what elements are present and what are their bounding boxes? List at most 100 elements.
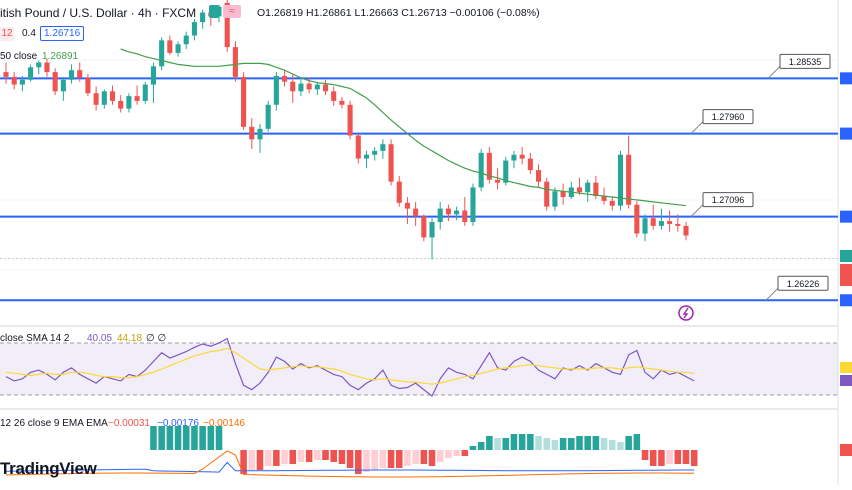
candle-body[interactable] — [683, 225, 689, 236]
candle-body[interactable] — [535, 170, 542, 182]
candle-body[interactable] — [396, 181, 402, 203]
candle-body[interactable] — [478, 152, 484, 188]
candle-body[interactable] — [552, 191, 558, 207]
level-label-box[interactable] — [779, 53, 831, 69]
candle-body[interactable] — [560, 191, 566, 198]
candle-body[interactable] — [314, 84, 320, 90]
candle-body[interactable] — [224, 2, 230, 48]
candle-body[interactable] — [191, 22, 197, 36]
candle-body[interactable] — [36, 62, 42, 68]
candle-body[interactable] — [142, 84, 148, 101]
candle-body[interactable] — [413, 208, 419, 217]
candle-body[interactable] — [60, 79, 66, 92]
ohlc-values: O1.26819 H1.26861 L1.26663 C1.26713 −0.0… — [257, 7, 540, 19]
macd-hist-bar — [551, 440, 559, 450]
candle-body[interactable] — [69, 70, 75, 80]
candle-body[interactable] — [650, 218, 656, 226]
candle-body[interactable] — [675, 223, 681, 226]
alert-bolt-icon[interactable] — [678, 305, 694, 321]
candle-body[interactable] — [126, 96, 132, 109]
level-label-box[interactable] — [702, 109, 754, 125]
candle-body[interactable] — [134, 96, 140, 101]
candle-body[interactable] — [470, 187, 476, 223]
candle-body[interactable] — [609, 200, 615, 206]
candle-body[interactable] — [306, 83, 312, 90]
candle-body[interactable] — [85, 77, 91, 94]
candle-body[interactable] — [404, 202, 410, 209]
candle-body[interactable] — [511, 154, 517, 161]
candle-body[interactable] — [593, 182, 599, 197]
candle-body[interactable] — [363, 154, 370, 159]
macd-hist-bar — [166, 426, 174, 450]
symbol-title[interactable]: itish Pound / U.S. Dollar · 4h · FXCM — [0, 6, 197, 20]
candle-body[interactable] — [429, 222, 435, 238]
level-label-box[interactable] — [777, 275, 829, 291]
candle-body[interactable] — [634, 204, 640, 234]
candle-body[interactable] — [77, 70, 83, 78]
candle-body[interactable] — [249, 126, 255, 140]
candle-body[interactable] — [11, 76, 17, 85]
header-marker-up — [209, 5, 219, 18]
candle-body[interactable] — [118, 100, 124, 109]
level-label-box[interactable] — [702, 192, 754, 208]
candle-body[interactable] — [282, 75, 288, 82]
macd-hist-bar — [412, 450, 419, 464]
candle-body[interactable] — [44, 62, 50, 73]
candle-body[interactable] — [232, 47, 238, 77]
candle-body[interactable] — [19, 79, 25, 85]
candle-body[interactable] — [216, 6, 222, 17]
candle-body[interactable] — [28, 67, 34, 80]
candle-body[interactable] — [617, 154, 623, 206]
candle-body[interactable] — [454, 210, 460, 215]
candle-body[interactable] — [642, 218, 648, 234]
candle-body[interactable] — [331, 91, 337, 101]
candle-body[interactable] — [3, 72, 9, 77]
candle-body[interactable] — [421, 216, 427, 238]
candle-body[interactable] — [159, 40, 165, 67]
candle-body[interactable] — [380, 144, 386, 151]
candle-body[interactable] — [257, 128, 263, 140]
candle-body[interactable] — [486, 152, 492, 180]
candle-body[interactable] — [167, 40, 173, 53]
candle-body[interactable] — [52, 72, 58, 92]
candle-body[interactable] — [495, 179, 501, 183]
candle-body[interactable] — [109, 91, 116, 101]
candle-body[interactable] — [667, 221, 673, 224]
candle-body[interactable] — [388, 144, 394, 182]
macd-hist-bar — [584, 436, 591, 450]
row2-ask-price[interactable]: 1.26716 — [40, 26, 85, 41]
candle-body[interactable] — [601, 196, 607, 201]
candle-body[interactable] — [322, 84, 329, 92]
candle-body[interactable] — [265, 104, 271, 129]
candle-body[interactable] — [658, 221, 664, 226]
candle-body[interactable] — [585, 182, 591, 193]
level-price-tag — [840, 294, 852, 307]
candle-body[interactable] — [339, 100, 345, 105]
macd-hist-bar — [387, 450, 395, 468]
candle-body[interactable] — [273, 75, 279, 105]
candle-body[interactable] — [437, 208, 443, 223]
candle-body[interactable] — [544, 181, 550, 207]
candle-body[interactable] — [503, 160, 509, 183]
tradingview-logo[interactable]: TradingView — [0, 459, 97, 478]
candle-body[interactable] — [241, 76, 247, 127]
candle-body[interactable] — [298, 83, 304, 92]
candle-body[interactable] — [355, 135, 361, 159]
rsi-sma-legend-value: 44.18 — [117, 333, 143, 344]
candle-body[interactable] — [101, 91, 107, 105]
candle-body[interactable] — [626, 154, 632, 205]
candle-body[interactable] — [462, 210, 468, 223]
candle-body[interactable] — [445, 208, 451, 215]
candle-body[interactable] — [175, 44, 181, 53]
candle-body[interactable] — [183, 35, 189, 45]
candle-body[interactable] — [519, 154, 525, 159]
candle-body[interactable] — [93, 93, 99, 105]
candle-body[interactable] — [347, 104, 353, 136]
candle-body[interactable] — [527, 158, 533, 171]
macd-hist-bar — [559, 438, 567, 450]
candle-body[interactable] — [372, 150, 378, 155]
candle-body[interactable] — [150, 66, 157, 85]
candle-body[interactable] — [576, 187, 583, 193]
candle-body[interactable] — [290, 81, 296, 92]
candle-body[interactable] — [200, 12, 206, 23]
